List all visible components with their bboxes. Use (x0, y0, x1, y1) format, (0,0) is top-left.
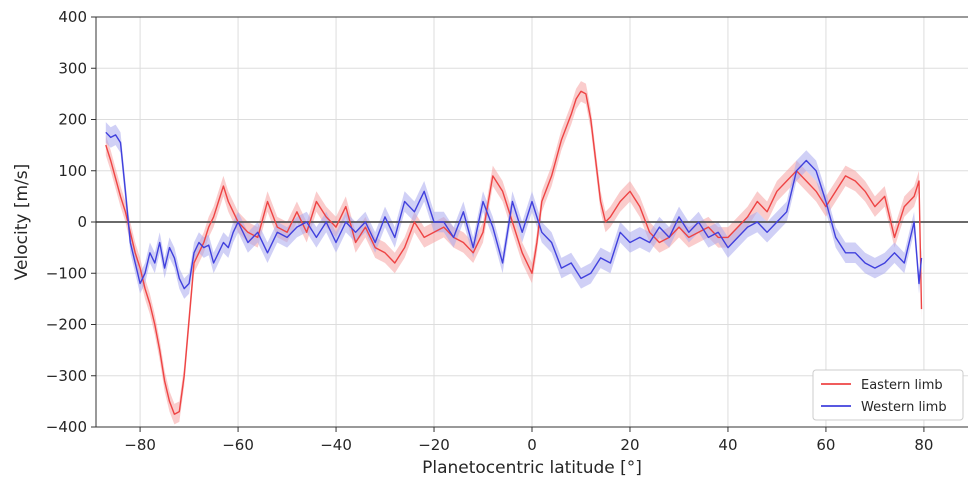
y-tick-label: 300 (58, 59, 87, 77)
series-line-western-limb (105, 131, 923, 290)
y-tick-label: 200 (58, 111, 87, 129)
y-tick-label: 400 (58, 8, 87, 26)
x-tick-label: 80 (914, 436, 933, 454)
x-tick-labels: −80 −60 −40 −20 0 20 40 60 80 (124, 427, 933, 454)
x-tick-label: 0 (527, 436, 537, 454)
y-tick-label: −400 (46, 418, 87, 436)
series-line-eastern-limb (105, 90, 923, 415)
x-tick-label: 40 (718, 436, 737, 454)
x-tick-label: −40 (320, 436, 352, 454)
y-tick-labels: −400 −300 −200 −100 0 100 200 300 400 (46, 8, 96, 436)
y-tick-label: 100 (58, 162, 87, 180)
legend: Eastern limb Western limb (812, 369, 964, 421)
band-western-limb (105, 122, 922, 299)
x-tick-label: −60 (222, 436, 254, 454)
x-tick-label: −20 (418, 436, 450, 454)
x-tick-label: 60 (816, 436, 835, 454)
x-tick-label: 20 (620, 436, 639, 454)
legend-label-western-limb: Western limb (861, 400, 947, 415)
uncertainty-bands (105, 81, 922, 425)
x-tick-label: −80 (124, 436, 156, 454)
y-axis-label: Velocity [m/s] (12, 164, 32, 281)
y-tick-label: −300 (46, 367, 87, 385)
y-tick-label: 0 (77, 213, 87, 231)
legend-label-eastern-limb: Eastern limb (861, 378, 943, 393)
y-tick-label: −100 (46, 264, 87, 282)
series-lines (105, 90, 923, 415)
y-tick-label: −200 (46, 316, 87, 334)
x-axis-label: Planetocentric latitude [°] (422, 458, 642, 478)
legend-box (812, 369, 964, 421)
